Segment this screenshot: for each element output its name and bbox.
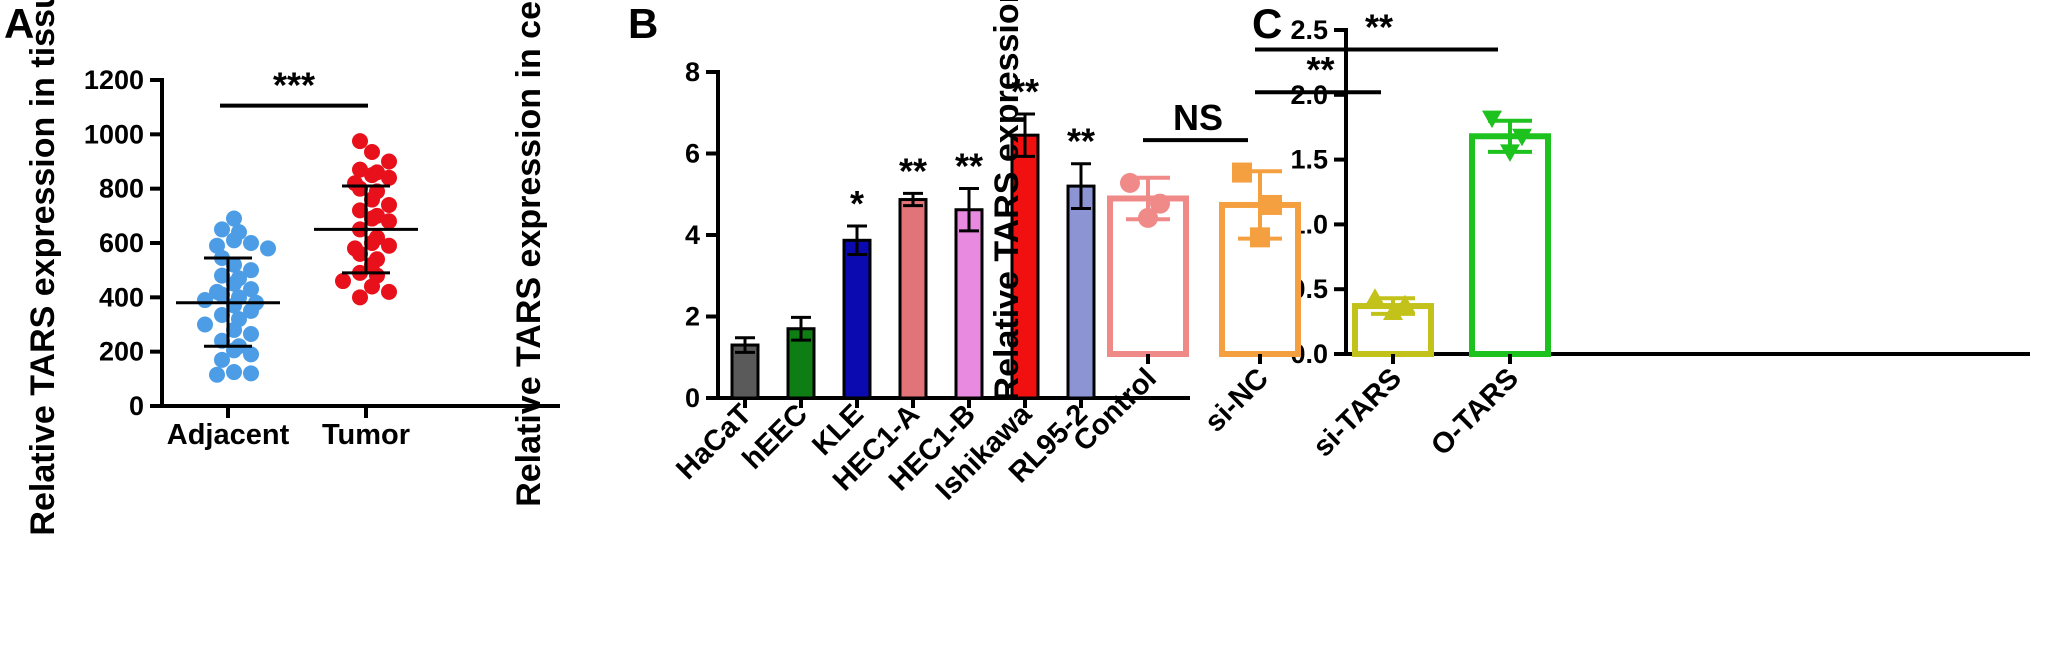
a-data-point [364,191,380,208]
a-data-point [226,275,242,292]
b-bar [842,238,872,400]
b-significance-label: ** [1067,121,1095,162]
a-data-point [335,273,351,290]
c-data-point [1500,144,1520,162]
a-data-point [381,237,397,254]
c-significance-label: ** [1306,49,1334,90]
a-data-point [381,283,397,300]
a-significance-label: *** [273,65,315,106]
a-y-tick-label: 600 [99,228,144,258]
c-bar [1469,133,1551,357]
c-y-axis-title: Relative TARS expression [988,0,1026,401]
c-data-point [1250,227,1270,248]
a-data-point [197,316,213,333]
a-data-point [214,306,230,323]
panel-letter-c: C [1252,0,1282,47]
a-data-point [209,366,225,383]
c-data-point [1365,288,1385,306]
a-data-point [381,169,397,186]
a-y-tick-label: 1000 [84,119,144,149]
a-data-point [364,278,380,295]
a-data-point [226,232,242,249]
a-data-point [214,286,230,303]
a-data-point [243,235,259,251]
a-data-point [243,262,259,279]
b-x-category-label: hEEC [737,398,814,475]
a-data-point [364,235,380,251]
b-y-tick-label: 6 [685,139,700,169]
a-data-point [381,153,397,170]
a-data-point [352,289,368,306]
b-y-tick-label: 8 [685,57,700,87]
a-y-tick-label: 200 [99,337,144,367]
a-data-point [352,161,368,178]
c-y-tick-label: 1.5 [1290,145,1328,175]
c-x-category-label: si-TARS [1307,362,1408,463]
a-data-point [243,326,259,343]
a-data-point [381,213,397,230]
b-significance-label: * [850,183,864,224]
a-x-category-label: Adjacent [167,419,290,451]
a-data-point [352,202,368,219]
c-data-point [1150,193,1170,214]
panel-letter-a: A [4,0,34,47]
a-data-point [209,237,225,254]
a-data-point [352,245,368,262]
b-bar [954,208,984,400]
c-data-point [1232,162,1252,183]
c-data-point [1482,110,1502,129]
c-data-point [1262,194,1282,215]
a-data-point [214,351,230,368]
a-data-point [214,221,230,238]
c-data-point [1395,294,1415,313]
a-data-point [243,302,259,319]
a-data-point [381,196,397,213]
b-significance-label: ** [1011,71,1039,112]
b-bar [898,198,928,400]
c-significance-label: NS [1173,97,1223,138]
b-bar [1066,184,1096,400]
a-data-point [243,365,259,382]
a-y-tick-label: 0 [129,391,144,421]
a-data-point [364,167,380,184]
a-data-point [197,292,213,309]
a-data-point [226,256,242,273]
b-y-tick-label: 0 [685,383,700,413]
a-y-axis-title: Relative TARS expression in tissues [24,0,62,536]
a-data-point [214,267,230,284]
c-data-point [1383,302,1403,321]
a-data-point [226,210,242,227]
a-x-category-label: Tumor [322,419,410,451]
a-data-point [243,281,259,298]
a-data-point [260,240,276,257]
a-data-point [243,346,259,363]
a-data-point [226,321,242,338]
c-data-point [1120,172,1140,193]
b-y-tick-label: 2 [685,302,700,332]
c-significance-label: ** [1365,6,1393,47]
b-x-category-label: HaCaT [670,398,758,486]
b-y-tick-label: 4 [685,220,700,250]
b-significance-label: ** [899,150,927,191]
a-data-point [364,210,380,227]
b-significance-label: ** [955,146,983,187]
c-data-point [1512,128,1532,147]
a-data-point [352,133,368,150]
a-y-tick-label: 800 [99,174,144,204]
panel-a-scatter-chart: 0 200 400 600 800 1000 1200 Relative TARS expre… [24,0,560,536]
c-y-tick-label: 2.5 [1290,15,1328,45]
c-x-category-label: si-NC [1199,362,1275,438]
panel-letter-b: B [628,0,658,47]
a-data-point [226,364,242,381]
c-y-tick-label: 2.0 [1290,80,1328,110]
a-y-tick-label: 1200 [84,65,144,95]
b-bar [1010,133,1040,400]
a-y-tick-label: 400 [99,282,144,312]
b-y-axis-title: Relative TARS expression in cells [510,0,548,507]
c-data-point [1138,207,1158,228]
a-data-point [364,143,380,160]
c-x-category-label: O-TARS [1425,362,1525,462]
